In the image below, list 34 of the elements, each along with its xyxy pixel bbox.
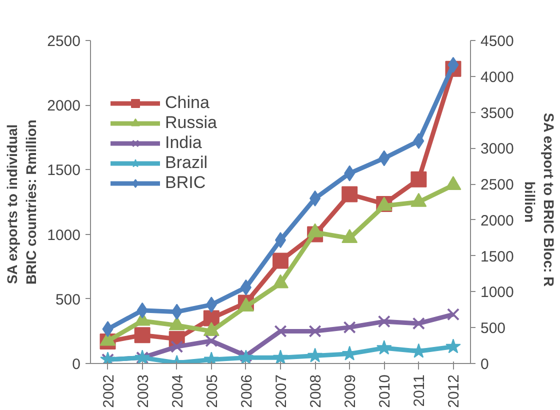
x-tick-label: 2010 — [376, 374, 394, 408]
y-tick-label: 1500 — [47, 162, 81, 180]
x-tick-label: 2011 — [411, 374, 428, 407]
x-tick-label: 2002 — [100, 374, 118, 408]
x-tick-label: 2005 — [204, 374, 221, 408]
y2-tick-label: 2500 — [480, 176, 514, 194]
x-tick-label: 2009 — [342, 374, 360, 408]
y-tick-label: 2000 — [47, 98, 81, 115]
legend-label: China — [165, 93, 210, 113]
x-tick-label: 2004 — [169, 374, 186, 408]
y-tick-label: 1000 — [47, 226, 81, 244]
y-tick-label: 0 — [72, 356, 80, 373]
y-tick-label: 500 — [55, 291, 81, 308]
y2-tick-label: 3500 — [480, 104, 514, 122]
x-tick-label: 2007 — [273, 374, 290, 408]
y2-tick-label: 500 — [480, 320, 506, 338]
y2-axis-title: SA export to BRIC Bloc: R billion — [522, 112, 558, 287]
legend-label: BRIC — [165, 173, 206, 193]
x-tick-label: 2003 — [134, 374, 152, 408]
y2-tick-label: 2000 — [480, 212, 514, 230]
y-axis-title: SA exports to individual BRIC countries: Rmillion — [4, 120, 40, 284]
legend-label: India — [165, 133, 202, 153]
y2-tick-label: 1000 — [480, 284, 514, 302]
x-tick-label: 2012 — [446, 374, 463, 408]
y-tick-label: 2500 — [47, 33, 81, 50]
legend-label: Russia — [165, 113, 217, 133]
x-tick-label: 2006 — [238, 374, 256, 408]
y2-tick-label: 4500 — [480, 33, 514, 50]
legend-label: Brazil — [165, 153, 208, 173]
y2-tick-label: 3000 — [480, 140, 514, 158]
x-tick-label: 2008 — [308, 374, 325, 408]
y2-tick-label: 0 — [480, 356, 489, 373]
y2-tick-label: 4000 — [480, 68, 514, 86]
y2-tick-label: 1500 — [480, 248, 514, 266]
